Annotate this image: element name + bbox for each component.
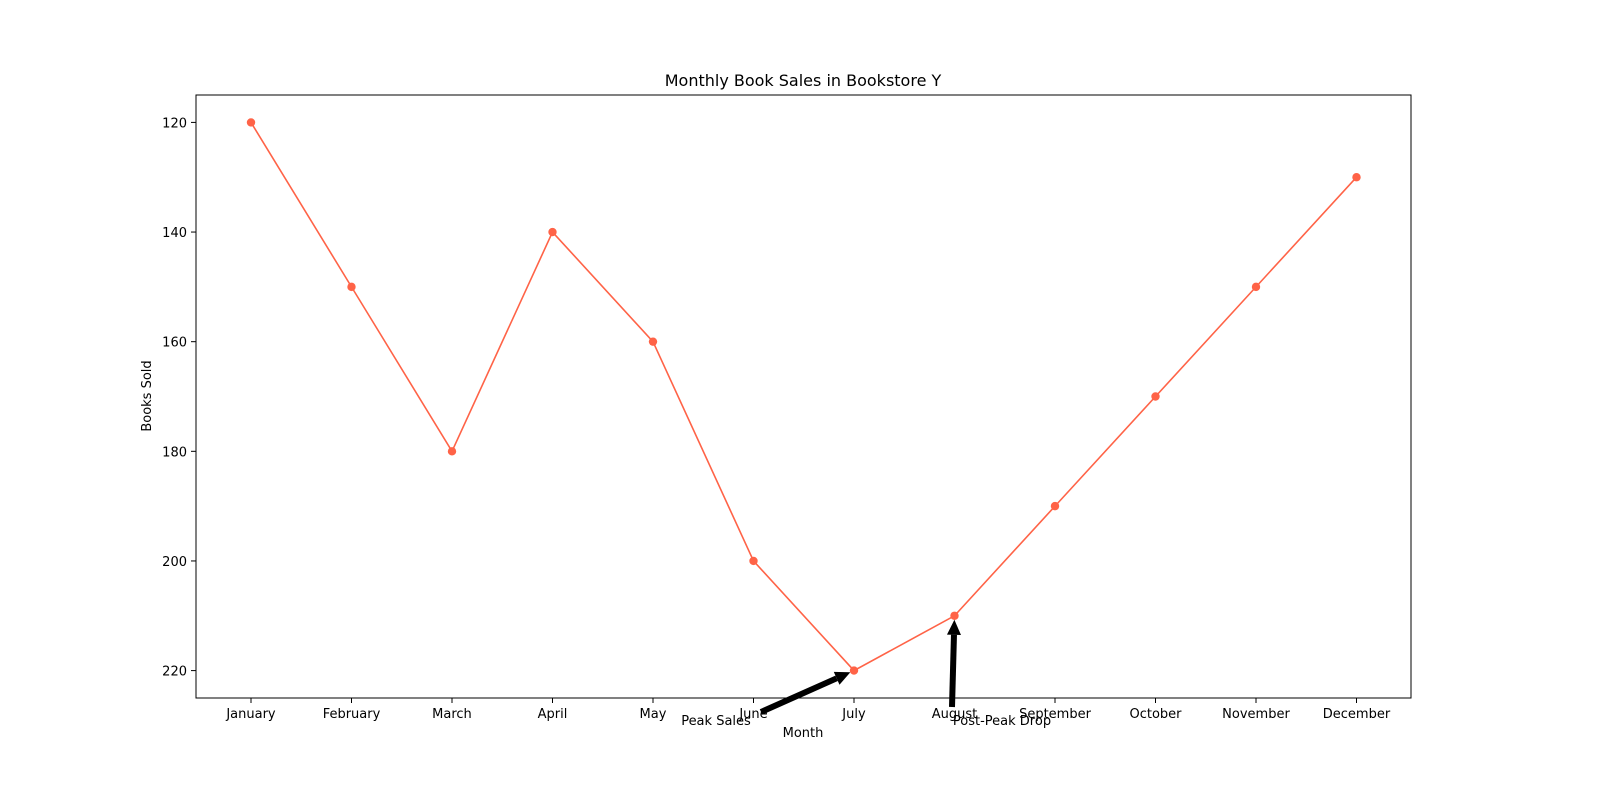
x-tick-label: December	[1323, 707, 1391, 722]
annotation-arrow-head	[946, 619, 961, 635]
x-tick-label: March	[432, 707, 472, 722]
series-line	[250, 121, 1358, 672]
x-tick-label: June	[738, 707, 767, 722]
x-tick-label: October	[1129, 707, 1182, 722]
data-point	[849, 666, 859, 675]
x-tick-label: January	[225, 707, 276, 722]
data-point	[950, 611, 959, 620]
data-point	[1151, 392, 1160, 401]
data-point	[548, 227, 557, 237]
annotation-label: Peak Sales	[681, 714, 751, 729]
data-point	[246, 118, 256, 127]
x-tick-label: August	[932, 707, 978, 722]
annotation-arrow-shaft	[949, 634, 957, 708]
x-tick-label: November	[1222, 707, 1290, 722]
data-point	[1352, 173, 1361, 182]
plot-area: January February March April May June July Augu…	[162, 94, 1412, 729]
x-tick-label: May	[640, 707, 667, 722]
data-point	[447, 447, 457, 456]
data-point	[347, 282, 356, 292]
x-tick-label: September	[1019, 707, 1092, 722]
y-axis-label: Books Sold	[140, 360, 155, 431]
y-tick-label: 160	[162, 336, 187, 351]
data-point	[1050, 501, 1060, 511]
axes-frame	[195, 94, 1412, 699]
x-tick-label: April	[538, 707, 568, 722]
data-point	[749, 556, 758, 566]
y-tick-label: 120	[162, 116, 187, 131]
y-tick-label: 180	[162, 445, 187, 460]
x-axis-label: Month	[783, 726, 824, 741]
x-tick-label: February	[323, 707, 381, 722]
annotation-arrow-head	[833, 671, 851, 685]
annotation-label: Post-Peak Drop	[953, 714, 1051, 729]
x-tick-label: July	[841, 707, 866, 722]
y-tick-label: 140	[162, 226, 187, 241]
chart-title: Monthly Book Sales in Bookstore Y	[665, 71, 942, 90]
annotation-arrow-shaft	[759, 675, 838, 715]
y-tick-label: 200	[162, 555, 187, 570]
data-point	[1251, 282, 1261, 292]
y-tick-label: 220	[162, 665, 187, 680]
data-point	[648, 337, 658, 346]
